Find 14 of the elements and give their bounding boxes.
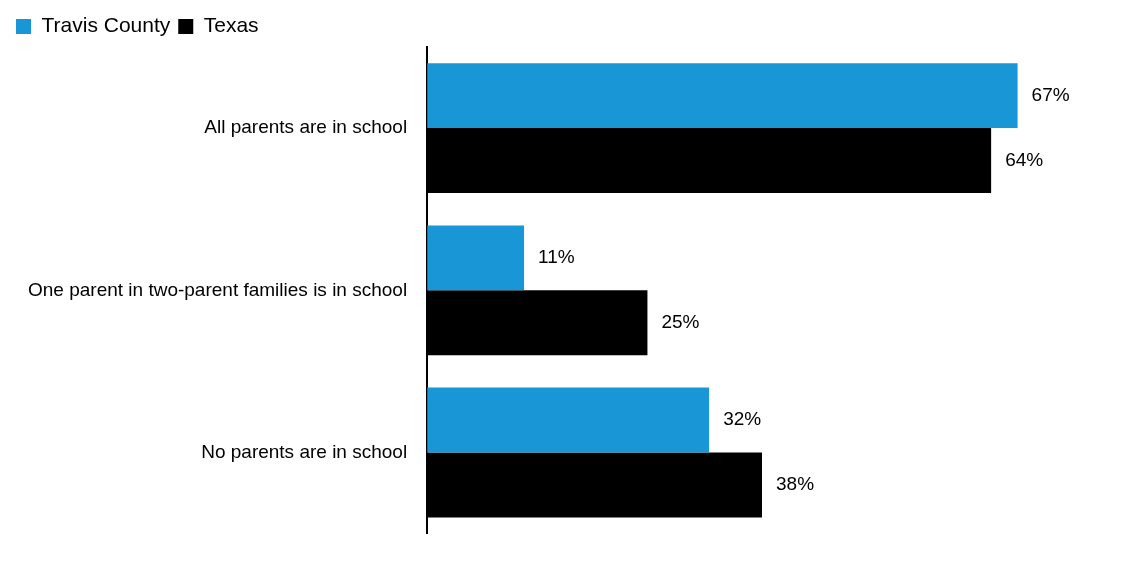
y-tick-label: All parents are in school (204, 116, 408, 138)
bar (427, 63, 1018, 129)
data-label: 64% (1005, 148, 1044, 170)
y-tick-label: One parent in two-parent families is in school (27, 278, 408, 300)
legend-label: Travis County (41, 13, 171, 37)
data-label: 11% (538, 246, 575, 268)
bar (427, 225, 525, 291)
data-label: 38% (776, 473, 815, 495)
data-label: 67% (1031, 83, 1070, 105)
data-label: 25% (661, 310, 700, 332)
data-label: 32% (723, 408, 762, 430)
y-tick-label: No parents are in school (201, 440, 408, 462)
legend-label: Texas (203, 13, 259, 37)
bar (427, 387, 710, 453)
